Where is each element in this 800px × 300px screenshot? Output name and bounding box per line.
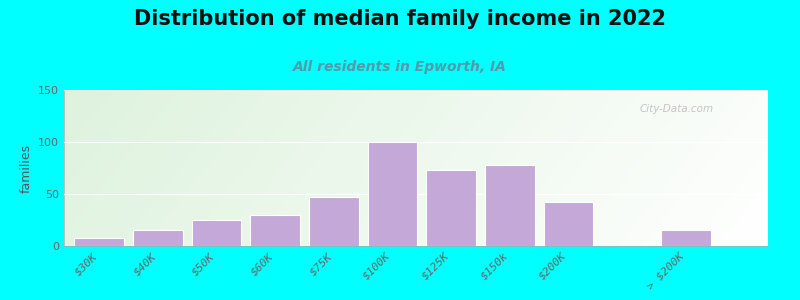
Text: City-Data.com: City-Data.com: [639, 104, 714, 114]
Bar: [309, 197, 358, 246]
Bar: [250, 215, 300, 246]
Bar: [74, 238, 124, 246]
Bar: [191, 220, 242, 246]
Text: All residents in Epworth, IA: All residents in Epworth, IA: [293, 60, 507, 74]
Bar: [661, 230, 710, 246]
Bar: [133, 230, 182, 246]
Bar: [485, 165, 534, 246]
Bar: [543, 202, 594, 246]
Y-axis label: families: families: [19, 143, 33, 193]
Text: Distribution of median family income in 2022: Distribution of median family income in …: [134, 9, 666, 29]
Bar: [426, 170, 476, 246]
Bar: [367, 142, 418, 246]
